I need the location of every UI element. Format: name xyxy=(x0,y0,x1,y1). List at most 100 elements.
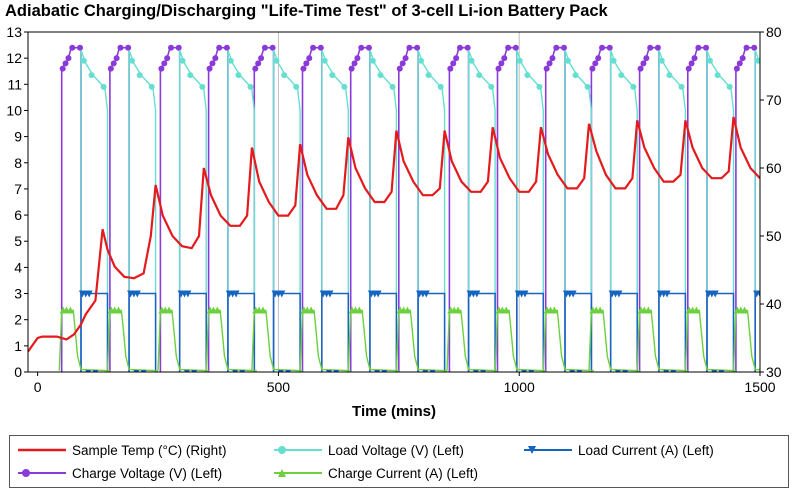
load-voltage-segment-12 xyxy=(658,50,687,372)
charge-current-segment-2 xyxy=(157,309,209,372)
load-voltage-marker-6-0 xyxy=(369,57,376,64)
charge-voltage-marker-13-1 xyxy=(688,60,695,67)
charge-voltage-marker-10-4 xyxy=(560,44,567,51)
charge-voltage-segment-5 xyxy=(301,46,323,372)
load-voltage-marker-4-1 xyxy=(281,72,288,79)
legend-item-charge-voltage: Charge Voltage (V) (Left) xyxy=(16,463,222,483)
charge-voltage-marker-14-3 xyxy=(743,44,750,51)
load-voltage-marker-8-0 xyxy=(468,57,475,64)
charge-voltage-segment-9 xyxy=(496,46,518,372)
load-voltage-marker-12-1 xyxy=(666,72,673,79)
y-right-tick-label-1: 40 xyxy=(766,296,782,312)
load-voltage-segment-3 xyxy=(227,50,255,372)
charge-voltage-marker-6-3 xyxy=(358,44,365,51)
load-voltage-marker-7-2 xyxy=(437,83,444,90)
load-voltage-marker-6-2 xyxy=(389,83,396,90)
load-voltage-marker-11-0 xyxy=(610,57,617,64)
charge-voltage-marker-6-4 xyxy=(365,44,372,51)
legend-swatch-sample-temp xyxy=(18,448,66,452)
charge-voltage-segment-7 xyxy=(398,46,419,372)
load-voltage-marker-8-2 xyxy=(488,83,495,90)
charge-current-marker-9-2 xyxy=(502,306,510,314)
charge-voltage-marker-0-4 xyxy=(77,44,84,51)
y-right-tick-label-4: 70 xyxy=(766,92,782,108)
charge-current-marker-1-2 xyxy=(115,306,123,314)
charge-voltage-segment-4 xyxy=(253,46,275,372)
y-left-tick-label-2: 2 xyxy=(14,312,22,328)
charge-voltage-marker-8-2 xyxy=(453,55,460,62)
legend-label-sample-temp: Sample Temp (°C) (Right) xyxy=(72,442,227,458)
charge-current-marker-4-2 xyxy=(259,306,267,314)
charge-voltage-marker-7-0 xyxy=(396,65,403,72)
legend-item-load-voltage: Load Voltage (V) (Left) xyxy=(272,440,464,460)
load-current-segment-13 xyxy=(706,292,735,372)
charge-current-segment-4 xyxy=(251,309,303,372)
charge-current-marker-12-2 xyxy=(644,306,652,314)
charge-current-segment-14 xyxy=(732,309,760,371)
charge-current-marker-10-2 xyxy=(550,306,558,314)
load-current-segment-11 xyxy=(609,292,638,372)
y-left-tick-label-1: 1 xyxy=(14,338,22,354)
load-voltage-marker-14-1 xyxy=(763,72,769,78)
charge-voltage-marker-10-3 xyxy=(553,44,560,51)
x-tick-label-1: 500 xyxy=(267,379,291,395)
load-current-segment-9 xyxy=(516,292,545,372)
legend-item-charge-current: Charge Current (A) (Left) xyxy=(272,463,478,483)
load-current-segment-4 xyxy=(272,292,301,372)
charge-voltage-segment-0 xyxy=(60,46,82,372)
y-left-tick-label-10: 10 xyxy=(6,102,22,118)
charge-voltage-marker-0-3 xyxy=(69,44,76,51)
load-voltage-marker-3-0 xyxy=(227,57,234,64)
charge-voltage-segment-2 xyxy=(159,46,181,372)
load-voltage-marker-1-0 xyxy=(129,57,136,64)
load-current-segment-12 xyxy=(658,292,687,372)
charge-voltage-marker-10-1 xyxy=(546,60,553,67)
charge-voltage-marker-2-4 xyxy=(175,44,182,51)
load-current-segment-5 xyxy=(321,292,350,372)
load-voltage-marker-6-1 xyxy=(377,72,384,79)
load-current-marker-14-1 xyxy=(756,290,760,298)
load-current-marker-8-2 xyxy=(473,290,481,298)
load-current-segment-8 xyxy=(467,292,496,372)
load-current-marker-11-2 xyxy=(615,290,623,298)
charge-voltage-marker-7-2 xyxy=(402,55,409,62)
charge-current-marker-2-2 xyxy=(165,306,173,314)
load-voltage-marker-10-1 xyxy=(572,72,579,79)
load-current-segment-0 xyxy=(80,292,109,372)
charge-voltage-marker-5-3 xyxy=(310,44,317,51)
charge-voltage-marker-2-2 xyxy=(164,55,171,62)
charge-voltage-marker-8-0 xyxy=(447,65,454,72)
load-voltage-segment-9 xyxy=(516,50,544,372)
load-voltage-marker-12-0 xyxy=(658,57,665,64)
plot-area xyxy=(28,32,769,372)
charge-current-marker-14-2 xyxy=(741,306,749,314)
x-tick-label-2: 1000 xyxy=(504,379,535,395)
load-voltage-marker-1-1 xyxy=(136,72,143,79)
charge-voltage-marker-14-2 xyxy=(739,55,746,62)
load-voltage-marker-7-0 xyxy=(417,57,424,64)
charge-voltage-marker-7-1 xyxy=(399,60,406,67)
charge-voltage-marker-1-4 xyxy=(125,44,132,51)
charge-voltage-segment-13 xyxy=(687,46,708,372)
load-current-marker-3-2 xyxy=(232,290,240,298)
charge-voltage-marker-8-1 xyxy=(450,60,457,67)
charge-voltage-marker-7-3 xyxy=(406,44,413,51)
charge-voltage-marker-1-3 xyxy=(117,44,124,51)
chart-title: Adiabatic Charging/Discharging "Life-Tim… xyxy=(5,2,608,20)
charge-voltage-marker-6-1 xyxy=(351,60,358,67)
charge-voltage-marker-1-2 xyxy=(113,55,120,62)
y-right-tick-label-3: 60 xyxy=(766,160,782,176)
charge-voltage-marker-12-2 xyxy=(643,55,650,62)
charge-voltage-marker-6-2 xyxy=(354,55,361,62)
y-left-tick-label-4: 4 xyxy=(14,259,22,275)
load-voltage-marker-13-0 xyxy=(706,57,713,64)
load-voltage-marker-2-2 xyxy=(199,83,206,90)
charge-current-segment-8 xyxy=(446,309,498,372)
charge-current-segment-13 xyxy=(684,309,736,372)
load-voltage-segment-1 xyxy=(128,50,157,372)
charge-current-marker-6-2 xyxy=(355,306,363,314)
load-current-segment-14 xyxy=(754,292,760,372)
x-tick-label-3: 1500 xyxy=(744,379,775,395)
charge-current-marker-13-2 xyxy=(692,306,700,314)
